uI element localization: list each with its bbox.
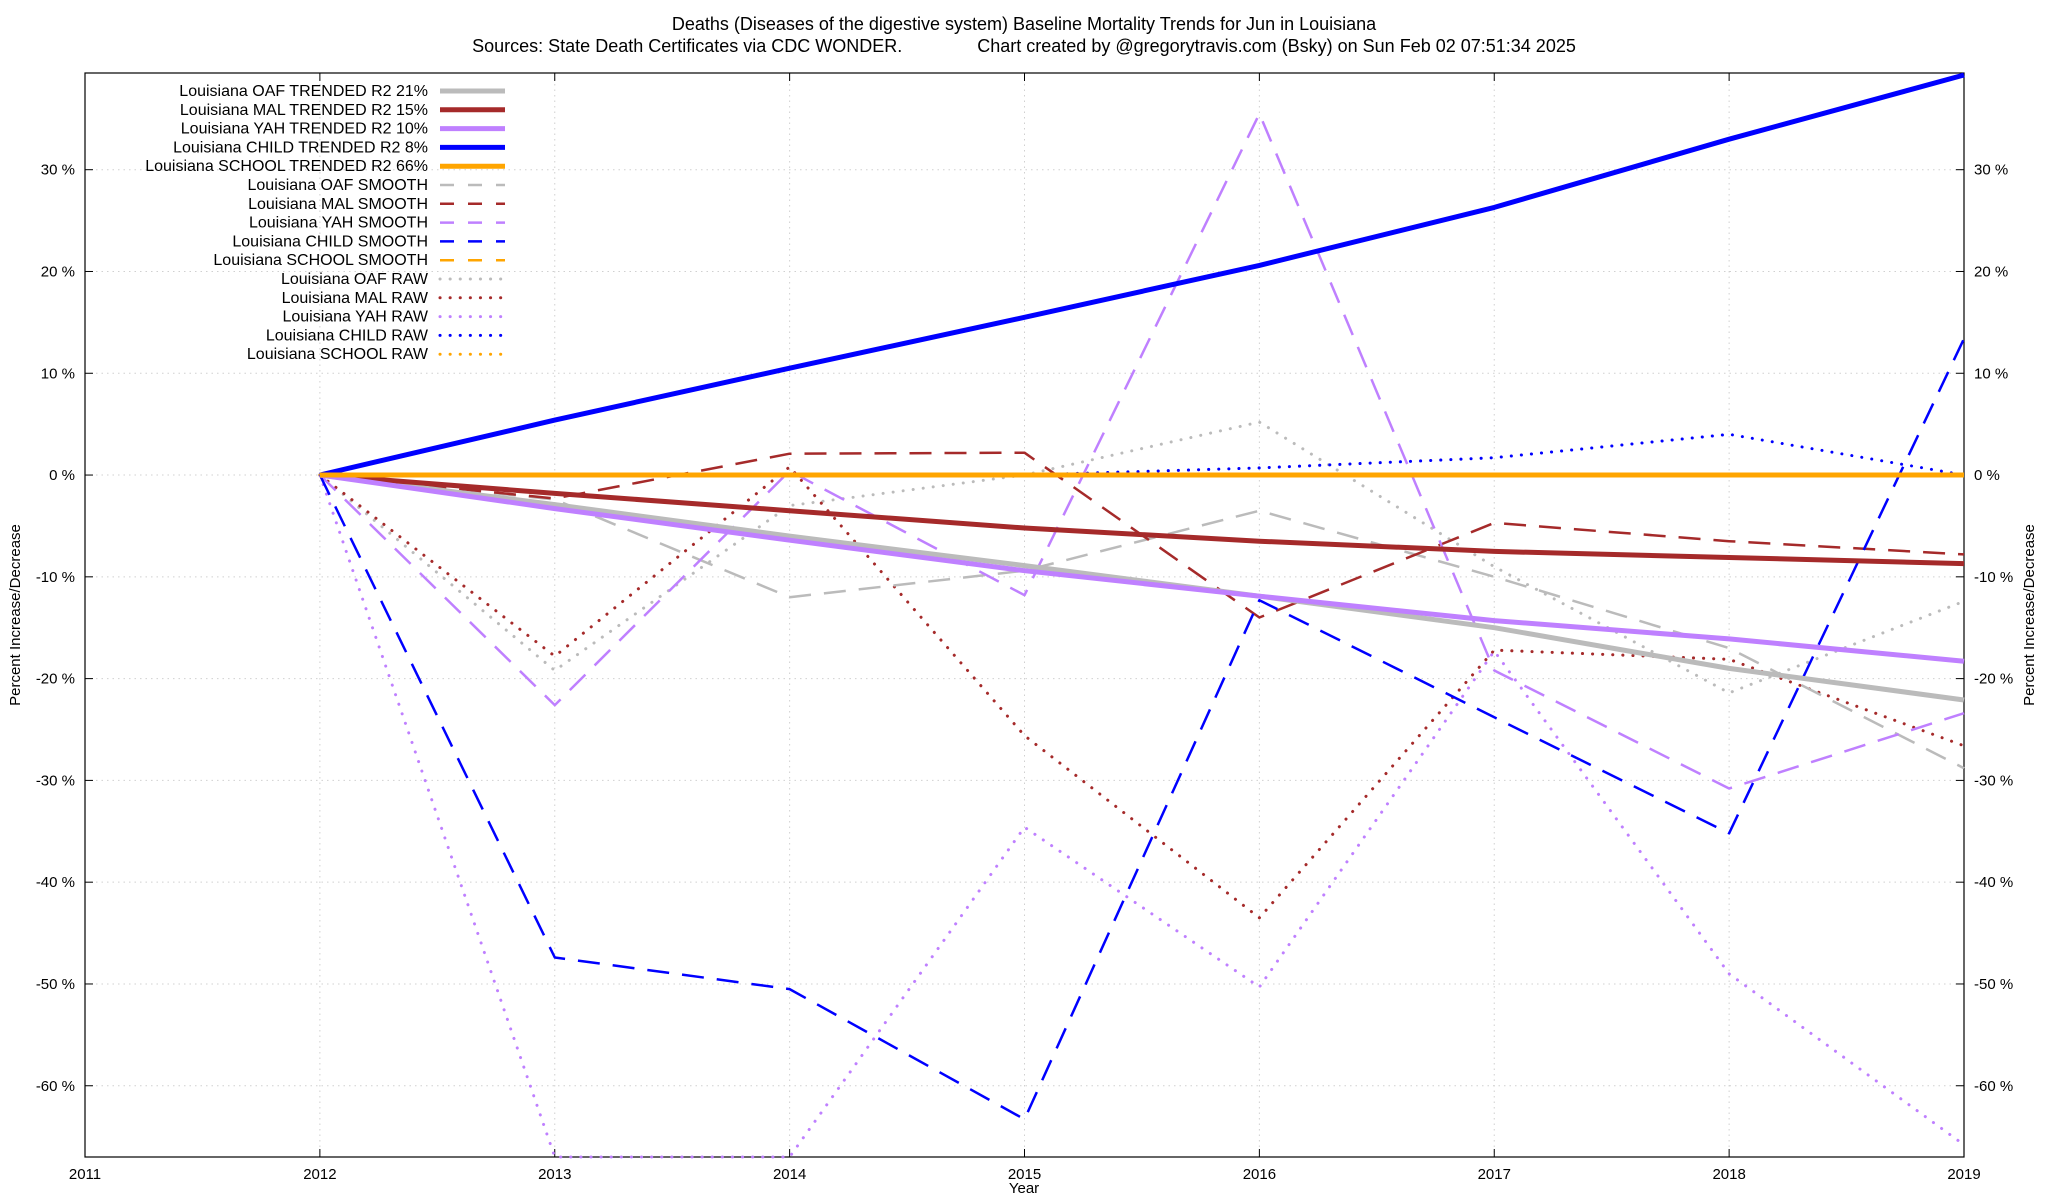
y-tick-label-left: -30 % (36, 772, 75, 789)
y-tick-label-right: -10 % (1974, 569, 2013, 586)
y-tick-label-right: -40 % (1974, 874, 2013, 891)
x-tick-label: 2016 (1243, 1166, 1276, 1183)
y-tick-label-right: -20 % (1974, 671, 2013, 688)
x-tick-label: 2018 (1712, 1166, 1745, 1183)
x-tick-label: 2014 (773, 1166, 806, 1183)
x-tick-label: 2019 (1947, 1166, 1980, 1183)
y-tick-label-left: 10 % (41, 365, 75, 382)
series-line-oaf-trended-r2-21 (319, 472, 1965, 703)
legend-label: Louisiana SCHOOL TRENDED R2 66% (145, 158, 428, 175)
series-line-oaf-smooth (319, 473, 1965, 770)
series-line-child-trended-r2-8 (319, 72, 1965, 478)
series-line-yah-trended-r2-10 (319, 472, 1965, 664)
chart-subtitle: Sources: State Death Certificates via CD… (472, 36, 1576, 56)
y-tick-label-left: -40 % (36, 874, 75, 891)
grid (85, 73, 1964, 1157)
legend-label: Louisiana SCHOOL SMOOTH (213, 252, 428, 269)
y-tick-label-right: 10 % (1974, 365, 2008, 382)
series-line-child-smooth (318, 338, 1966, 1121)
legend-label: Louisiana MAL RAW (282, 290, 429, 307)
legend-label: Louisiana OAF TRENDED R2 21% (179, 83, 428, 100)
chart-title: Deaths (Diseases of the digestive system… (672, 14, 1377, 34)
legend-label: Louisiana CHILD TRENDED R2 8% (173, 139, 428, 156)
y-tick-label-right: -30 % (1974, 772, 2013, 789)
y-axis-title-left: Percent Increase/Decrease (7, 524, 24, 706)
x-tick-label: 2017 (1478, 1166, 1511, 1183)
legend-label: Louisiana SCHOOL RAW (247, 346, 429, 363)
y-axis-title-right: Percent Increase/Decrease (2021, 524, 2038, 706)
y-tick-label-left: -50 % (36, 976, 75, 993)
legend-label: Louisiana YAH TRENDED R2 10% (181, 121, 428, 138)
legend-label: Louisiana MAL TRENDED R2 15% (180, 102, 428, 119)
series-line-child-raw (318, 432, 1966, 477)
legend-label: Louisiana CHILD SMOOTH (232, 233, 428, 250)
x-tick-label: 2013 (538, 1166, 571, 1183)
y-tick-label-left: 20 % (41, 263, 75, 280)
y-tick-label-right: 30 % (1974, 162, 2008, 179)
x-tick-label: 2011 (69, 1166, 101, 1183)
x-tick-label: 2015 (1008, 1166, 1041, 1183)
y-tick-label-right: -60 % (1974, 1078, 2013, 1095)
legend-label: Louisiana OAF RAW (281, 271, 429, 288)
series-line-oaf-raw (318, 420, 1966, 695)
y-tick-label-left: 0 % (49, 467, 75, 484)
legend-label: Louisiana OAF SMOOTH (248, 177, 429, 194)
series-line-yah-smooth (319, 112, 1965, 790)
legend-label: Louisiana YAH RAW (282, 309, 428, 326)
legend: Louisiana OAF TRENDED R2 21% Louisiana MA… (145, 83, 507, 363)
y-tick-label-right: 20 % (1974, 263, 2008, 280)
y-tick-label-left: 30 % (41, 162, 75, 179)
y-tick-label-left: -20 % (36, 671, 75, 688)
series-lines (318, 72, 1966, 1159)
y-tick-label-left: -10 % (36, 569, 75, 586)
axis-ticks: 2011 2012 2013 2014 2015 2016 2017 2018 2019 30 %… (36, 73, 2013, 1183)
series-line-mal-trended-r2-15 (319, 472, 1965, 567)
y-tick-label-left: -60 % (36, 1078, 75, 1095)
legend-label: Louisiana YAH SMOOTH (249, 215, 428, 232)
y-tick-label-right: 0 % (1974, 467, 2000, 484)
y-tick-label-right: -50 % (1974, 976, 2013, 993)
x-tick-label: 2012 (303, 1166, 336, 1183)
legend-label: Louisiana MAL SMOOTH (248, 196, 428, 213)
x-axis-title: Year (1009, 1180, 1039, 1197)
legend-label: Louisiana CHILD RAW (266, 327, 429, 344)
